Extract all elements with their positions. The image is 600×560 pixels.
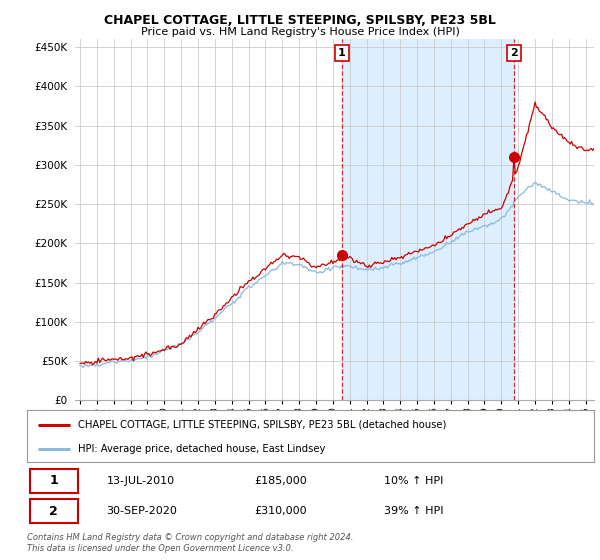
Text: 1: 1 — [338, 48, 346, 58]
Text: HPI: Average price, detached house, East Lindsey: HPI: Average price, detached house, East… — [78, 444, 325, 454]
Text: CHAPEL COTTAGE, LITTLE STEEPING, SPILSBY, PE23 5BL (detached house): CHAPEL COTTAGE, LITTLE STEEPING, SPILSBY… — [78, 420, 446, 430]
Text: Contains HM Land Registry data © Crown copyright and database right 2024.
This d: Contains HM Land Registry data © Crown c… — [27, 533, 353, 553]
Text: 2: 2 — [49, 505, 58, 517]
FancyBboxPatch shape — [30, 499, 78, 524]
Text: 10% ↑ HPI: 10% ↑ HPI — [384, 476, 443, 486]
Text: £310,000: £310,000 — [254, 506, 307, 516]
Text: £185,000: £185,000 — [254, 476, 307, 486]
Text: CHAPEL COTTAGE, LITTLE STEEPING, SPILSBY, PE23 5BL: CHAPEL COTTAGE, LITTLE STEEPING, SPILSBY… — [104, 14, 496, 27]
Text: 2: 2 — [510, 48, 518, 58]
FancyBboxPatch shape — [30, 469, 78, 493]
Text: Price paid vs. HM Land Registry's House Price Index (HPI): Price paid vs. HM Land Registry's House … — [140, 27, 460, 37]
Text: 39% ↑ HPI: 39% ↑ HPI — [384, 506, 444, 516]
Text: 30-SEP-2020: 30-SEP-2020 — [106, 506, 177, 516]
Text: 13-JUL-2010: 13-JUL-2010 — [106, 476, 175, 486]
Bar — [342, 39, 514, 400]
Text: 1: 1 — [49, 474, 58, 487]
